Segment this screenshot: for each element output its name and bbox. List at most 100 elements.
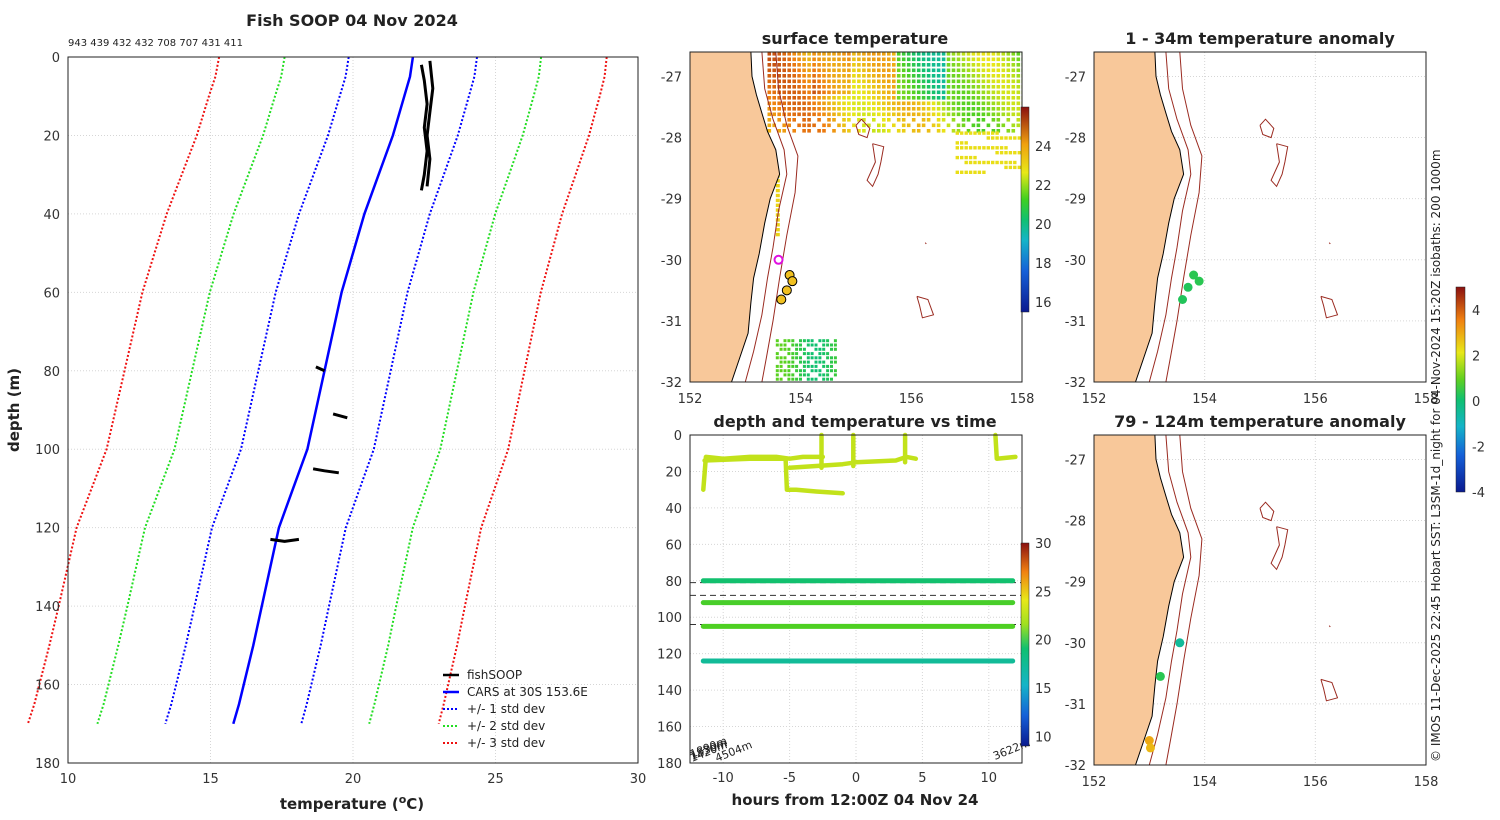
sst-cell	[951, 74, 956, 78]
sst-cell	[783, 369, 787, 373]
sst-cell	[995, 146, 999, 150]
sst-cell	[867, 112, 871, 117]
sst-cell	[807, 79, 811, 84]
sst-cell	[882, 79, 886, 84]
sst-cell	[782, 79, 786, 84]
sst-cell	[814, 356, 818, 360]
sst-cell	[991, 96, 996, 100]
sst-cell	[956, 112, 961, 117]
sst-cell	[916, 123, 921, 128]
sst-cell	[837, 63, 841, 67]
sst-cell	[812, 79, 816, 84]
sst-cell	[782, 90, 786, 95]
sst-cell	[911, 118, 916, 122]
profile-ytick: 80	[43, 365, 60, 380]
a2-anomaly-marker	[1144, 736, 1154, 746]
sst-cell	[991, 90, 996, 95]
sst-cell	[802, 74, 806, 78]
profile-ytick: 60	[43, 286, 60, 301]
sst-cell	[911, 107, 916, 111]
a2-anomaly-marker	[1145, 743, 1155, 753]
profile-cars-line	[232, 56, 415, 725]
sst-cell	[877, 90, 881, 95]
sst-cell	[1016, 112, 1021, 117]
anom-shallow-frame	[1093, 51, 1427, 383]
legend-3std: +/- 3 std dev	[467, 736, 545, 750]
sst-cell	[877, 123, 881, 128]
sst-cell	[996, 90, 1001, 95]
sst-cell	[991, 57, 996, 62]
sst-cell	[960, 146, 964, 150]
sst-cell	[977, 131, 982, 135]
sst-cell	[981, 96, 986, 100]
sst-cell	[792, 74, 796, 78]
profile-fish-trace	[425, 60, 435, 187]
profile-xtick: 25	[487, 772, 504, 787]
sst-cell	[906, 57, 911, 62]
sst-cell	[887, 85, 891, 89]
sst-cell	[842, 52, 846, 56]
sst-cell	[797, 112, 801, 117]
sst-cell	[1016, 107, 1021, 111]
sst-cell	[981, 112, 986, 117]
sst-cell	[767, 79, 772, 84]
sst-cell	[1006, 52, 1011, 56]
sst-cell	[822, 129, 826, 133]
sst-cell	[1001, 52, 1006, 56]
timeseries-colorbar-label: 15	[1035, 682, 1052, 697]
sst-cell	[941, 118, 946, 122]
a1-xtick: 152	[1082, 392, 1107, 407]
sst-cell	[931, 90, 936, 95]
profile-panel: Fish SOOP 04 Nov 2024 943 439 432 432 70…	[5, 11, 646, 813]
sst-cell	[822, 90, 826, 95]
sst-cell	[981, 90, 986, 95]
sst-cell	[982, 146, 986, 150]
sst-cell	[842, 68, 846, 73]
sst-cell	[926, 63, 931, 67]
sst-cell	[977, 170, 982, 174]
sst-cell	[767, 68, 772, 73]
sst-cell	[981, 79, 986, 84]
anom-shallow-ticks: 152 154 156 158 -27 -28 -29 -30 -31 -32	[1065, 70, 1439, 407]
sst-cell	[779, 377, 783, 381]
timeseries-xtick: -5	[783, 771, 796, 786]
sst-cell	[887, 101, 891, 106]
sst-cell	[956, 63, 961, 67]
sst-cell	[783, 360, 787, 364]
sst-cell	[968, 155, 973, 160]
sst-cell	[877, 96, 881, 100]
sst-cell	[911, 57, 916, 62]
seamount-outline	[924, 242, 927, 245]
sst-cell	[772, 68, 776, 73]
sst-cell	[936, 68, 941, 73]
sst-cell	[827, 118, 831, 122]
sst-cell	[817, 90, 821, 95]
sst-cell	[802, 79, 806, 84]
sst-cell	[782, 63, 786, 67]
sst-cell	[857, 90, 861, 95]
sst-cell	[767, 74, 772, 78]
sst-cell	[936, 63, 941, 67]
sst-cell	[906, 107, 911, 111]
sst-cell	[795, 377, 799, 381]
sst-cell	[991, 63, 996, 67]
sst-cell	[921, 68, 926, 73]
profile-ytick: 0	[52, 51, 60, 66]
sst-cell	[837, 123, 841, 128]
anom-deep-isobath-1000	[1165, 435, 1203, 765]
anomaly-colorbar-label: -2	[1472, 440, 1485, 455]
sst-cell	[852, 79, 856, 84]
sst-cell	[951, 107, 956, 111]
sst-cell	[837, 107, 841, 111]
sst-cell	[882, 74, 886, 78]
sst-cell	[806, 352, 810, 356]
sst-cell	[986, 107, 991, 111]
a2-ytick: -28	[1065, 515, 1086, 530]
sst-cell	[832, 129, 836, 133]
sst-cell	[971, 74, 976, 78]
sst-cell	[921, 107, 926, 111]
a2-xtick: 154	[1192, 775, 1217, 790]
profile-xtick: 20	[345, 772, 362, 787]
sst-cell	[1011, 112, 1016, 117]
sst-cell	[976, 129, 981, 133]
